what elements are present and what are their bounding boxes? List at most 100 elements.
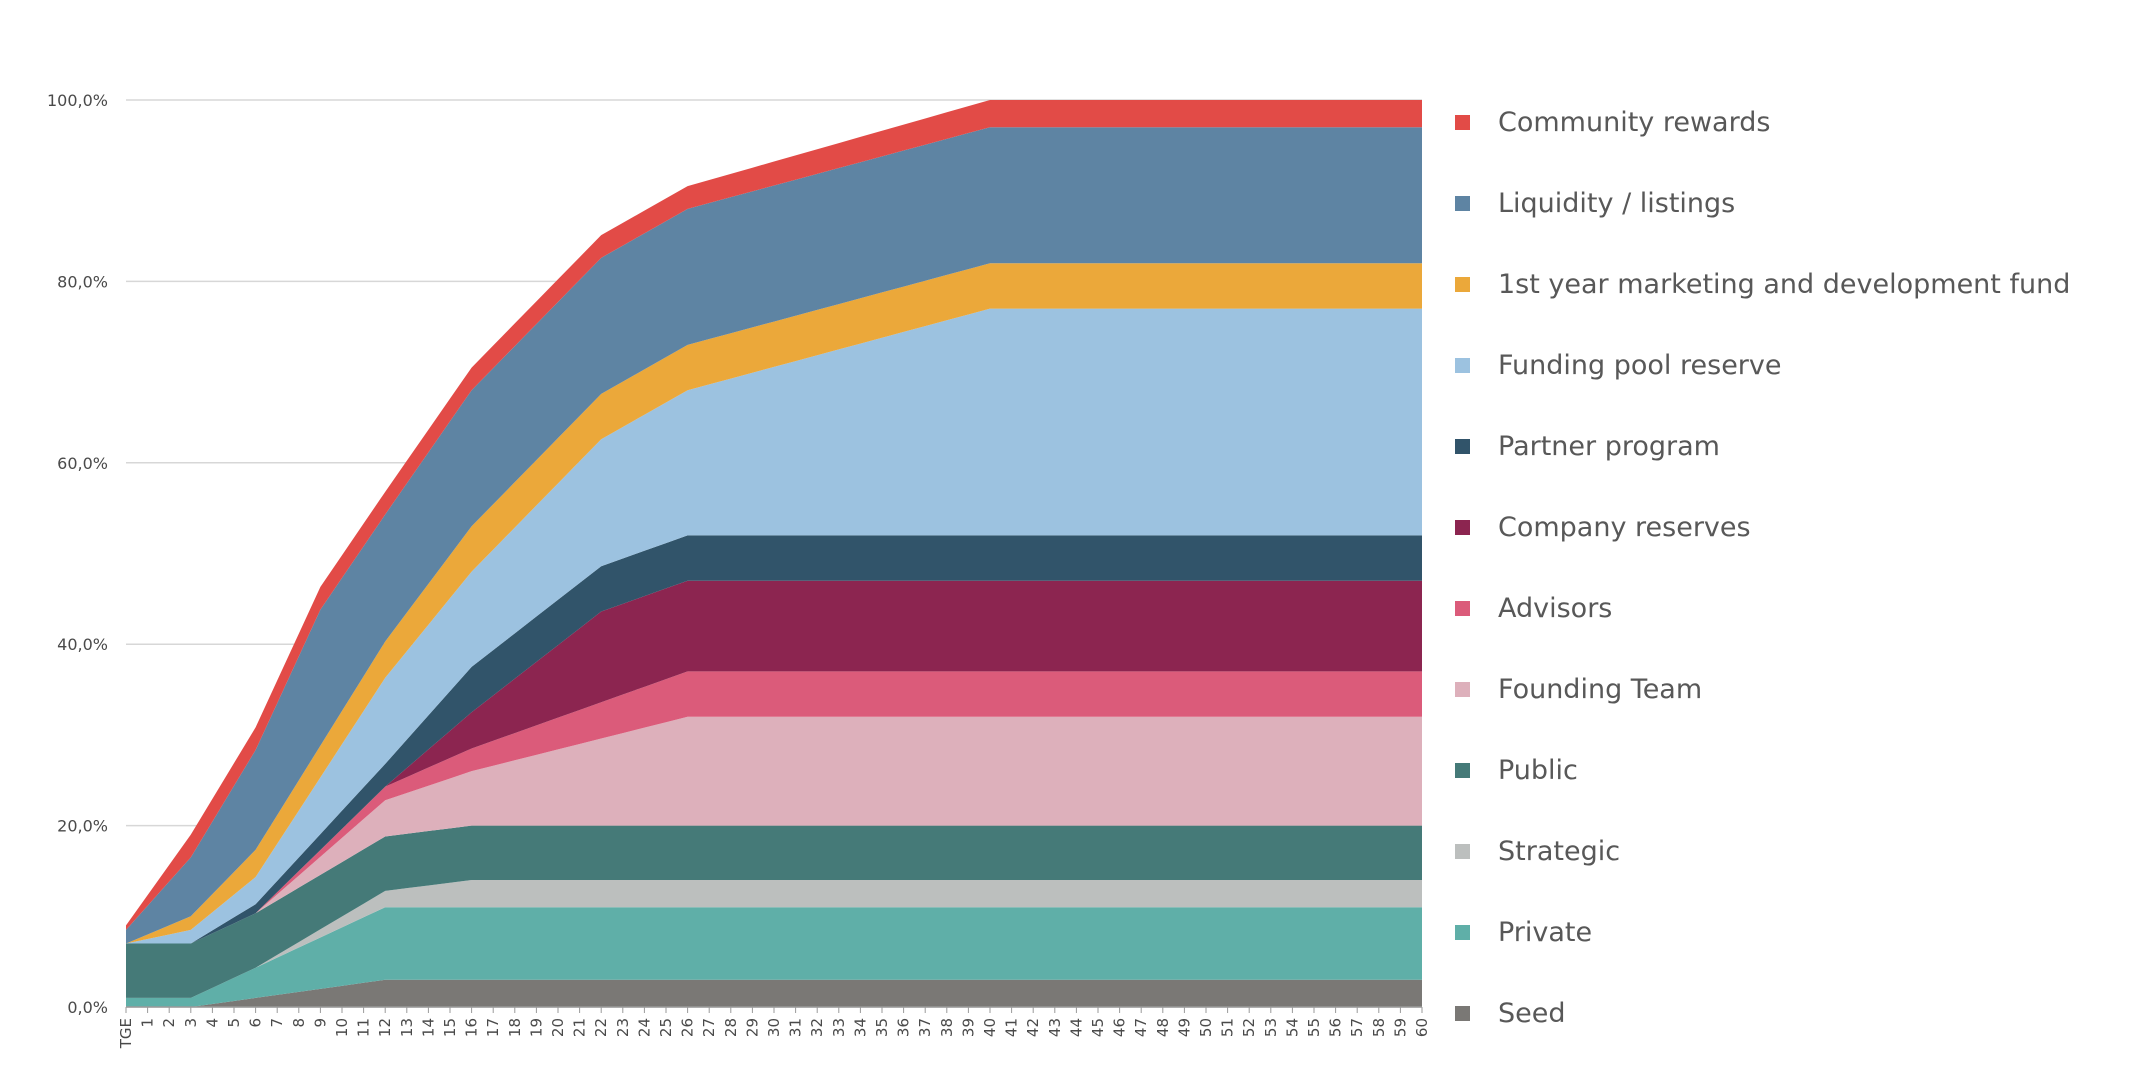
x-tick-label: 24 [635,1018,653,1037]
y-tick-label: 80,0% [57,272,108,291]
legend-item: Funding pool reserve [1455,325,2115,406]
area-public [126,825,1422,998]
x-tick-label: 4 [203,1018,221,1028]
x-tick-label: 52 [1240,1018,1258,1037]
area-partner-program [126,535,1422,944]
x-tick-label: 50 [1197,1018,1215,1037]
area-liquidity-listings [126,127,1422,944]
x-tick-label: 9 [311,1018,329,1028]
y-axis: 0,0% 20,0% 40,0% 60,0% 80,0% 100,0% [47,91,108,1017]
x-tick-label: 5 [225,1018,243,1028]
area-founding-team [126,716,1422,944]
legend-label: Public [1498,755,1578,786]
x-tick-label: 58 [1370,1018,1388,1037]
x-tick-label: 42 [1024,1018,1042,1037]
x-tick-label: 46 [1111,1018,1129,1037]
x-tick-label: 59 [1391,1018,1409,1037]
legend-swatch [1455,844,1470,859]
y-tick-label: 100,0% [47,91,108,110]
x-tick-label: 3 [182,1018,200,1028]
legend-label: Liquidity / listings [1498,188,1736,219]
legend-item: Strategic [1455,811,2115,892]
stacked-areas [126,100,1422,1007]
legend-swatch [1455,601,1470,616]
legend-item: Founding Team [1455,649,2115,730]
legend-item: Partner program [1455,406,2115,487]
legend-item: Community rewards [1455,82,2115,163]
legend: Community rewards Liquidity / listings 1st… [1455,82,2115,1054]
x-tick-label: 49 [1175,1018,1193,1037]
x-tick-label: 20 [549,1018,567,1037]
legend-item: 1st year marketing and development fund [1455,244,2115,325]
legend-swatch [1455,358,1470,373]
legend-item: Public [1455,730,2115,811]
x-tick-label: 60 [1413,1018,1431,1037]
area-funding-pool-reserve [126,308,1422,944]
x-tick-label: 56 [1327,1018,1345,1037]
legend-label: 1st year marketing and development fund [1498,269,2071,300]
legend-swatch [1455,277,1470,292]
legend-label: Advisors [1498,593,1613,624]
legend-swatch [1455,196,1470,211]
legend-item: Private [1455,892,2115,973]
legend-label: Community rewards [1498,107,1771,138]
legend-label: Strategic [1498,836,1621,867]
x-tick-label: 43 [1046,1018,1064,1037]
x-tick-label: 48 [1154,1018,1172,1037]
y-tick-label: 60,0% [57,454,108,473]
x-tick-label: 53 [1262,1018,1280,1037]
legend-label: Funding pool reserve [1498,350,1782,381]
x-tick-label: 12 [376,1018,394,1037]
y-tick-label: 20,0% [57,817,108,836]
x-tick-label: 25 [657,1018,675,1037]
legend-swatch [1455,763,1470,778]
x-axis: TGE 1 2 3 4 5 6 7 8 9 10 11 12 13 14 15 16 17 18 19 20 21 22 23… [117,1006,1431,1049]
x-tick-label: 13 [398,1018,416,1037]
area-strategic [126,880,1422,998]
legend-swatch [1455,925,1470,940]
x-tick-label: 34 [851,1018,869,1037]
x-tick-label: 30 [765,1018,783,1037]
x-tick-label: 26 [679,1018,697,1037]
x-tick-label: 55 [1305,1018,1323,1037]
x-tick-label: 28 [722,1018,740,1037]
x-tick-label: 2 [160,1018,178,1028]
legend-label: Seed [1498,998,1566,1029]
legend-item: Liquidity / listings [1455,163,2115,244]
legend-swatch [1455,682,1470,697]
x-tick-label: 33 [830,1018,848,1037]
legend-swatch [1455,115,1470,130]
legend-item: Seed [1455,973,2115,1054]
x-tick-label: 15 [441,1018,459,1037]
x-tick-label: 39 [959,1018,977,1037]
x-tick-label: 44 [1067,1018,1085,1037]
legend-label: Founding Team [1498,674,1703,705]
legend-item: Advisors [1455,568,2115,649]
x-tick-label: 47 [1132,1018,1150,1037]
x-tick-label: 7 [268,1018,286,1028]
x-tick-label: 18 [506,1018,524,1037]
x-tick-label: 29 [743,1018,761,1037]
x-tick-label: 41 [1003,1018,1021,1037]
x-tick-label: 35 [873,1018,891,1037]
legend-label: Company reserves [1498,512,1751,543]
x-tick-label: 16 [463,1018,481,1037]
y-tick-label: 40,0% [57,635,108,654]
area-seed [126,979,1422,1007]
area-private [126,907,1422,1007]
legend-swatch [1455,520,1470,535]
area-1st-year-marketing-and-development-fund [126,263,1422,944]
area-company-reserves [126,580,1422,944]
x-tick-label: 23 [614,1018,632,1037]
x-tick-label: 51 [1219,1018,1237,1037]
x-tick-label: 31 [787,1018,805,1037]
x-tick-label: 40 [981,1018,999,1037]
x-tick-label: 45 [1089,1018,1107,1037]
x-tick-label: 27 [700,1018,718,1037]
y-tick-label: 0,0% [67,998,108,1017]
x-tick-label: 22 [592,1018,610,1037]
legend-label: Private [1498,917,1593,948]
x-tick-label: 1 [139,1018,157,1028]
legend-label: Partner program [1498,431,1720,462]
